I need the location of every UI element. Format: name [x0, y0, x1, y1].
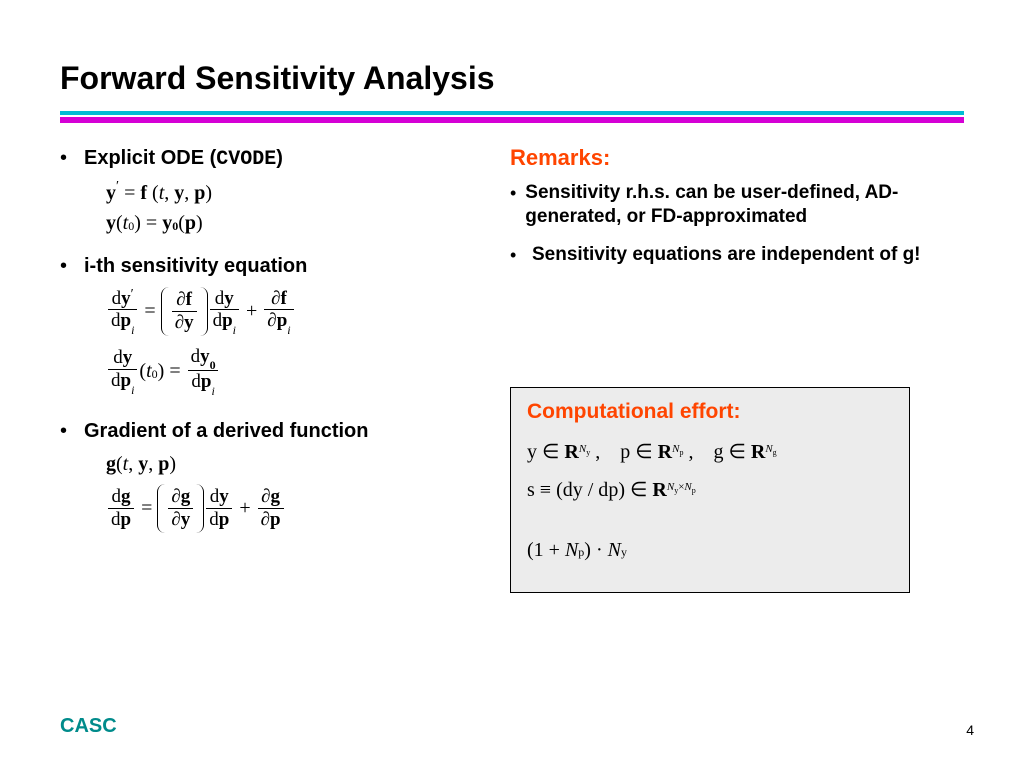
equation-sensitivity: dy′dpi = ∂f∂y dydpi + ∂f∂pi dydpi (t0) =…	[106, 287, 480, 396]
label-part: Explicit ODE (	[84, 147, 216, 169]
equation-explicit-ode: y′ = f (t, y, p) y(t0) = y0(p)	[106, 181, 480, 235]
code-part: CVODE	[216, 148, 276, 171]
equation-gradient: g(t, y, p) dgdp = ∂g∂y dydp + ∂g∂p	[106, 452, 480, 533]
label-close: )	[276, 147, 283, 169]
computational-effort-box: Computational effort: y ∈ RNy , p ∈ RNp …	[510, 387, 910, 593]
right-column: Remarks: • Sensitivity r.h.s. can be use…	[500, 141, 980, 593]
remarks-title: Remarks:	[510, 145, 980, 171]
divider-bar-magenta	[60, 117, 964, 123]
bullet-text: Gradient of a derived function	[84, 418, 368, 444]
page-title: Forward Sensitivity Analysis	[0, 0, 1024, 105]
divider-bar-cyan	[60, 111, 964, 115]
divider	[60, 111, 964, 123]
bullet-text: Explicit ODE (CVODE)	[84, 145, 283, 173]
footer-page-number: 4	[966, 722, 974, 738]
bullet-gradient: • Gradient of a derived function	[60, 418, 480, 444]
bullet-dot: •	[510, 243, 532, 267]
remark-text: Sensitivity r.h.s. can be user-defined, …	[525, 181, 980, 229]
bullet-dot: •	[510, 181, 525, 205]
bullet-dot: •	[60, 253, 84, 279]
bullet-text: i-th sensitivity equation	[84, 253, 307, 279]
bullet-explicit-ode: • Explicit ODE (CVODE)	[60, 145, 480, 173]
comp-equations: y ∈ RNy , p ∈ RNp , g ∈ RNg s ≡ (dy / dp…	[527, 436, 893, 566]
bullet-ith-sensitivity: • i-th sensitivity equation	[60, 253, 480, 279]
bullet-dot: •	[60, 418, 84, 444]
content: • Explicit ODE (CVODE) y′ = f (t, y, p) …	[60, 141, 984, 593]
left-column: • Explicit ODE (CVODE) y′ = f (t, y, p) …	[60, 141, 500, 593]
footer-casc: CASC	[60, 715, 117, 738]
comp-title: Computational effort:	[527, 400, 893, 424]
remark-item-2: • Sensitivity equations are independent …	[510, 243, 980, 267]
remark-text: Sensitivity equations are independent of…	[532, 243, 921, 267]
bullet-dot: •	[60, 145, 84, 171]
remark-item-1: • Sensitivity r.h.s. can be user-defined…	[510, 181, 980, 229]
